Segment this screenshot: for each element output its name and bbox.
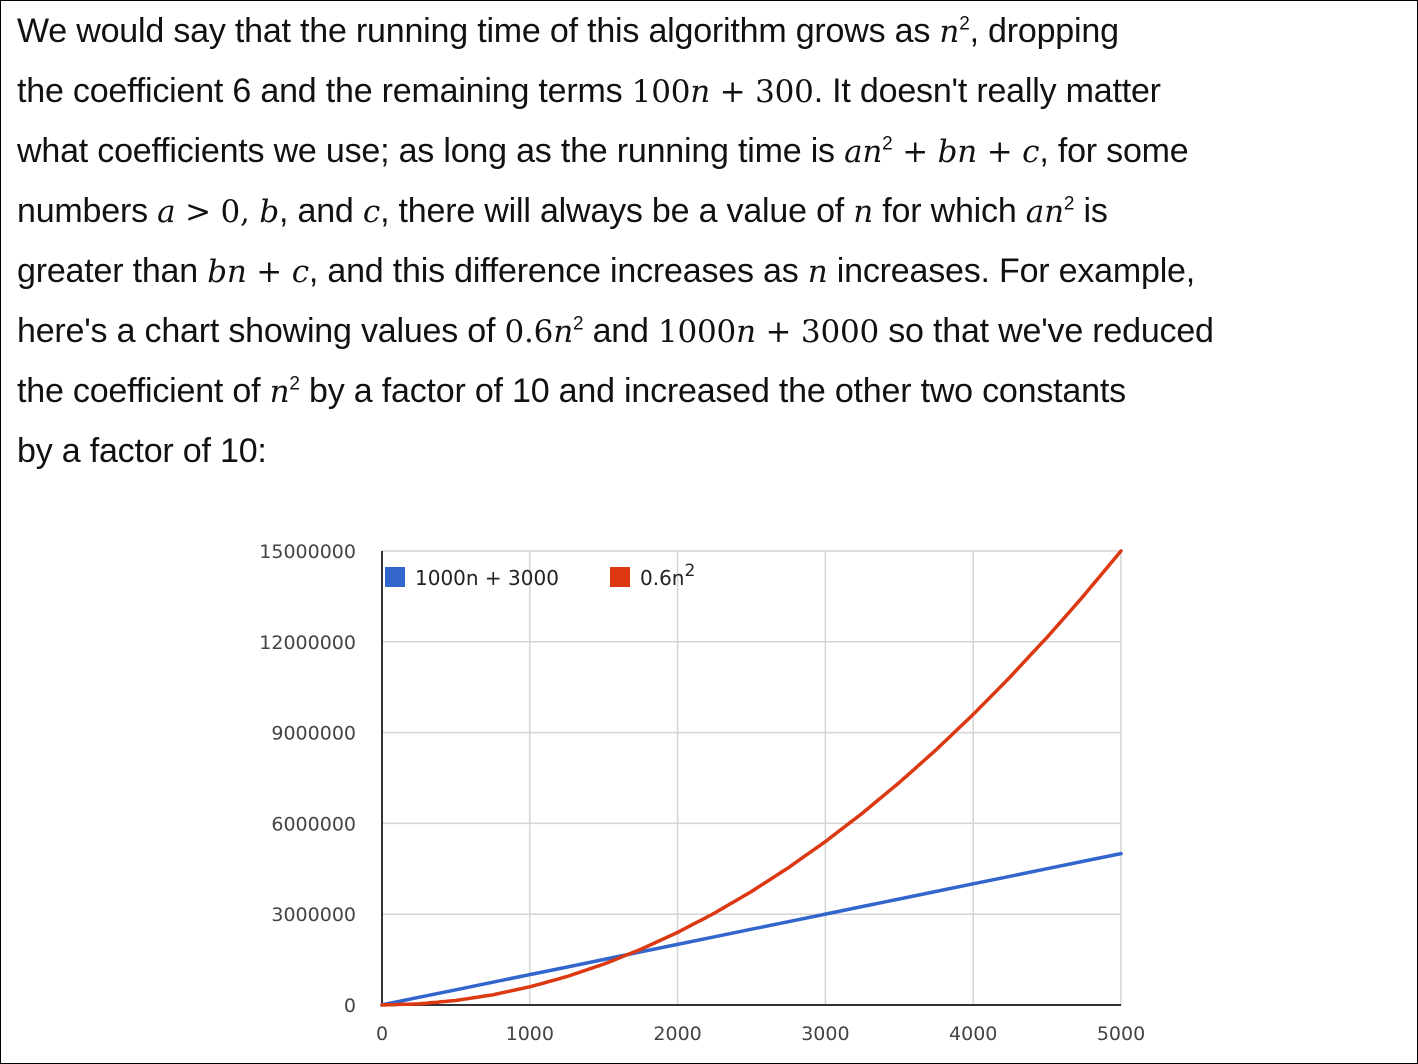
text-run: here's a chart showing values of	[17, 312, 505, 350]
y-tick-label: 6000000	[271, 813, 356, 835]
math-op: +	[246, 254, 292, 290]
chart-ticks: 0 3000000 6000000 9000000 12000000 15000000 0 1…	[259, 541, 1145, 1045]
math-sup: 2	[572, 313, 584, 335]
math-sup: 2	[289, 373, 300, 395]
x-tick-label: 1000	[506, 1023, 554, 1045]
text-run: , there will always be a value of	[380, 192, 854, 230]
series-line	[380, 549, 1123, 1007]
math-sup: 2	[959, 13, 970, 35]
math-var: a	[157, 194, 176, 230]
x-tick-label: 2000	[653, 1023, 701, 1045]
text-line-3: what coefficients we use; as long as the…	[17, 121, 1407, 181]
y-tick-label: 3000000	[271, 904, 356, 926]
math-var: n	[690, 74, 711, 110]
text-run: for which	[873, 192, 1026, 230]
chart-grid	[382, 550, 1122, 1005]
math-num: 3000	[800, 314, 880, 350]
text-run: is	[1074, 192, 1108, 230]
text-line-6: here's a chart showing values of 0.6n2 a…	[17, 301, 1407, 361]
text-run: , for some	[1039, 132, 1189, 170]
legend-label-sup: 2	[684, 561, 695, 581]
text-run: numbers	[17, 192, 158, 230]
math-var: n	[853, 194, 874, 230]
math-var: n	[269, 374, 290, 410]
text-line-5: greater than bn + c, and this difference…	[17, 241, 1407, 301]
text-run: so that we've reduced	[879, 312, 1214, 350]
math-var: n	[736, 314, 756, 350]
text-line-1: We would say that the running time of th…	[17, 1, 1407, 61]
text-line-2: the coefficient 6 and the remaining term…	[17, 61, 1407, 121]
x-tick-label: 5000	[1097, 1023, 1145, 1045]
body-paragraph: We would say that the running time of th…	[17, 1, 1407, 481]
legend-swatch	[610, 567, 630, 587]
text-line-7: the coefficient of n2 by a factor of 10 …	[17, 361, 1407, 421]
text-run: , dropping	[969, 12, 1119, 50]
text-run: increases. For example,	[827, 252, 1196, 290]
text-run: , and this difference increases as	[308, 252, 808, 290]
math-var: an	[1025, 194, 1064, 230]
text-run: greater than	[17, 252, 208, 290]
math-num: 300	[755, 74, 814, 110]
math-var: c	[362, 194, 381, 230]
y-tick-label: 15000000	[259, 541, 356, 563]
math-num: 0.6	[504, 314, 554, 350]
math-op: > 0,	[175, 194, 260, 230]
text-run: by a factor of 10 and increased the othe…	[299, 372, 1126, 410]
text-run: the coefficient 6 and the remaining term…	[17, 72, 632, 110]
chart-legend: 1000n + 3000 0.6n2	[385, 561, 695, 590]
text-run: by a factor of 10:	[17, 432, 267, 470]
y-tick-label: 12000000	[259, 632, 356, 654]
text-run: and	[583, 312, 658, 350]
series-line	[380, 851, 1123, 1007]
math-var: an	[844, 134, 883, 170]
y-tick-label: 0	[344, 995, 356, 1017]
chart-axes	[381, 551, 1121, 1006]
math-var: n	[807, 254, 828, 290]
text-line-8: by a factor of 10:	[17, 421, 1407, 481]
math-var: b	[259, 194, 280, 230]
math-sup: 2	[1063, 193, 1075, 215]
math-op: +	[710, 74, 756, 110]
text-line-4: numbers a > 0, b, and c, there will alwa…	[17, 181, 1407, 241]
math-op: +	[755, 314, 801, 350]
math-sup: 2	[882, 133, 893, 155]
text-run: We would say that the running time of th…	[17, 12, 940, 50]
text-run: . It doesn't really matter	[813, 72, 1161, 110]
text-run: , and	[279, 192, 363, 230]
math-var: n	[553, 314, 573, 350]
math-op: +	[977, 134, 1023, 170]
chart-series	[380, 549, 1123, 1007]
math-var: bn	[937, 134, 978, 170]
math-num: 1000	[657, 314, 737, 350]
text-run: the coefficient of	[17, 372, 270, 410]
math-var: c	[1022, 134, 1040, 170]
x-tick-label: 0	[376, 1023, 388, 1045]
x-tick-label: 3000	[801, 1023, 849, 1045]
text-run: what coefficients we use; as long as the…	[17, 132, 845, 170]
math-var: bn	[207, 254, 247, 290]
legend-label: 1000n + 3000	[415, 566, 559, 590]
legend-label: 0.6n2	[640, 561, 695, 590]
math-var: n	[939, 14, 960, 50]
math-var: c	[291, 254, 309, 290]
x-tick-label: 4000	[949, 1023, 997, 1045]
y-tick-label: 9000000	[271, 723, 356, 745]
legend-swatch	[385, 567, 405, 587]
math-op: +	[892, 134, 938, 170]
math-num: 100	[631, 74, 691, 110]
